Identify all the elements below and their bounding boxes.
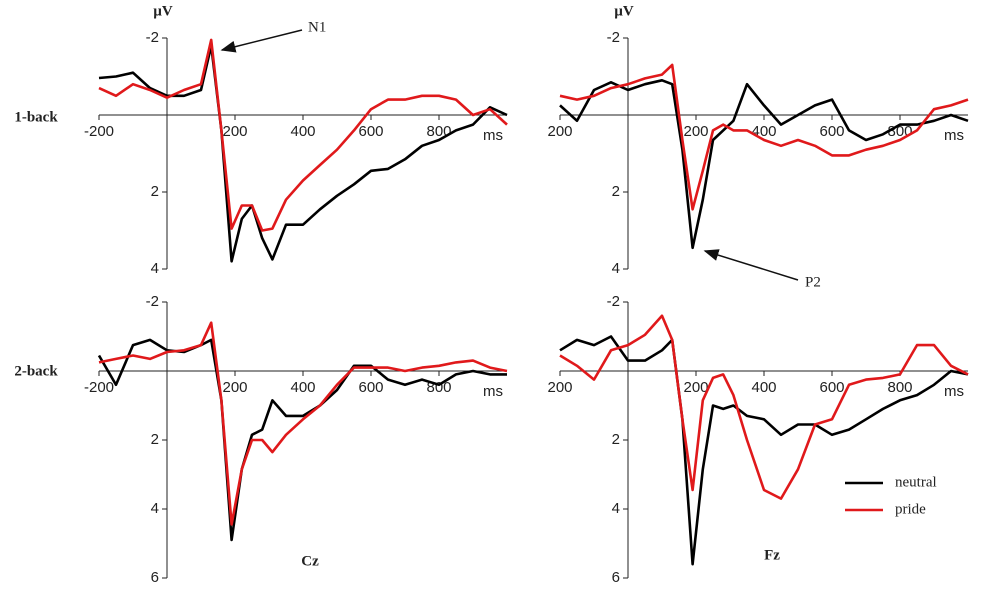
x-tick-label: 800 bbox=[426, 123, 451, 140]
x-tick-label: 200 bbox=[683, 379, 708, 396]
annotation: P2 bbox=[805, 274, 821, 290]
x-tick-label: 600 bbox=[819, 379, 844, 396]
y-tick-label: 2 bbox=[612, 431, 620, 448]
x-tick-label: 600 bbox=[358, 379, 383, 396]
erp-line bbox=[559, 79, 969, 250]
erp-line bbox=[559, 335, 969, 566]
x-tick-label: -200 bbox=[84, 379, 114, 396]
legend-label: pride bbox=[895, 501, 926, 517]
erp-line bbox=[98, 38, 508, 232]
row-label: 1-back bbox=[14, 109, 58, 125]
x-tick-label: 600 bbox=[358, 123, 383, 140]
y-tick-label: 4 bbox=[151, 260, 159, 277]
x-tick-label: 200 bbox=[222, 379, 247, 396]
erp-line bbox=[559, 63, 969, 211]
erp-line bbox=[97, 338, 507, 542]
electrode-label: Fz bbox=[764, 547, 780, 563]
annotation-arrow bbox=[220, 29, 303, 53]
x-tick-label: 200 bbox=[547, 123, 572, 140]
x-tick-label: 200 bbox=[547, 379, 572, 396]
y-tick-label: -2 bbox=[146, 29, 159, 46]
y-tick-label: 4 bbox=[151, 500, 159, 517]
x-axis-label: ms bbox=[483, 383, 503, 400]
x-axis-label: ms bbox=[483, 127, 503, 144]
erp-line bbox=[98, 321, 508, 526]
y-tick-label: 2 bbox=[151, 431, 159, 448]
x-tick-label: 400 bbox=[751, 123, 776, 140]
y-tick-label: 6 bbox=[151, 569, 159, 586]
y-axis-label: µV bbox=[153, 3, 173, 19]
y-tick-label: -2 bbox=[607, 293, 620, 310]
legend-label: neutral bbox=[895, 474, 937, 490]
y-tick-label: 4 bbox=[612, 500, 620, 517]
erp-line bbox=[98, 44, 508, 263]
x-tick-label: 800 bbox=[887, 379, 912, 396]
x-tick-label: 600 bbox=[819, 123, 844, 140]
y-tick-label: 4 bbox=[612, 260, 620, 277]
y-tick-label: 6 bbox=[612, 569, 620, 586]
y-tick-label: -2 bbox=[146, 293, 159, 310]
x-tick-label: -200 bbox=[84, 123, 114, 140]
y-tick-label: 2 bbox=[612, 183, 620, 200]
x-tick-label: 400 bbox=[290, 123, 315, 140]
panel: -2 2 4 -200 200 400 600 800 µV ms 1-back N1 bbox=[14, 3, 508, 277]
electrode-label: Cz bbox=[301, 553, 319, 569]
x-tick-label: 200 bbox=[683, 123, 708, 140]
x-axis-label: ms bbox=[944, 383, 964, 400]
y-axis-label: µV bbox=[614, 3, 634, 19]
x-tick-label: 400 bbox=[290, 379, 315, 396]
panel: -2 2 4 6 200 200 400 600 800 ms Fz neutral pride bbox=[547, 293, 969, 586]
x-tick-label: 400 bbox=[751, 379, 776, 396]
y-tick-label: -2 bbox=[607, 29, 620, 46]
row-label: 2-back bbox=[14, 363, 58, 379]
x-tick-label: 200 bbox=[222, 123, 247, 140]
y-tick-label: 2 bbox=[151, 183, 159, 200]
erp-line bbox=[559, 314, 969, 500]
annotation: N1 bbox=[308, 19, 326, 35]
annotation-arrow bbox=[703, 249, 799, 281]
x-axis-label: ms bbox=[944, 127, 964, 144]
